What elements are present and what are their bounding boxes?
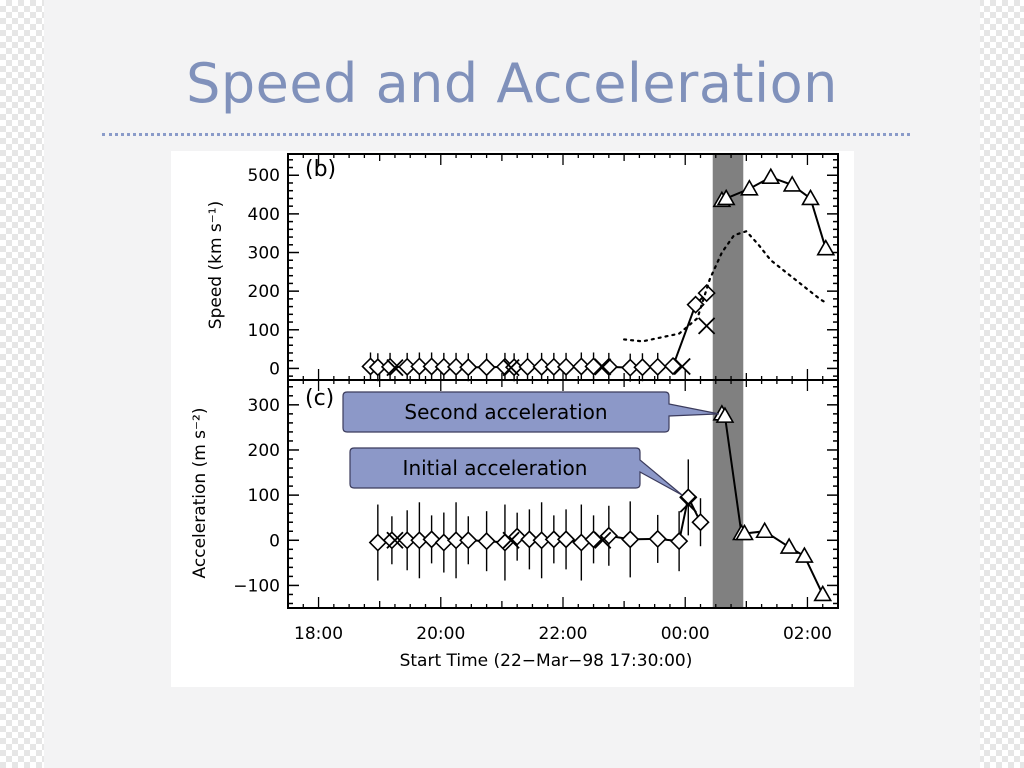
panel-label-c: (c): [305, 386, 334, 411]
y-tick-label: 200: [248, 282, 280, 302]
speed-series-dotted-line: [623, 230, 827, 343]
cross-marker: [502, 359, 520, 377]
diamond-marker: [459, 358, 478, 377]
cross-marker: [673, 357, 691, 376]
diamond-marker: [520, 530, 539, 549]
diamond-marker: [410, 357, 429, 376]
callout-label: Second acceleration: [404, 400, 607, 424]
cross-marker: [697, 317, 716, 335]
diamond-marker: [584, 357, 603, 376]
diamond-marker: [508, 527, 527, 546]
title-divider: [102, 133, 910, 136]
triangle-marker: [813, 584, 833, 602]
y-tick-label: 300: [248, 244, 280, 264]
speed-panel-data: [361, 167, 836, 382]
diamond-marker: [434, 357, 453, 376]
callouts-layer: Second acceleration Initial acceleration: [342, 391, 719, 496]
callout-initial-acceleration: Initial acceleration: [349, 447, 683, 496]
diamond-marker: [459, 531, 478, 550]
diamond-marker: [532, 357, 551, 376]
panel-label-b: (b): [305, 157, 336, 182]
triangle-marker: [779, 537, 799, 554]
callout-second-acceleration: Second acceleration: [342, 391, 719, 433]
callout-label: Initial acceleration: [403, 456, 588, 480]
diamond-marker: [572, 357, 591, 376]
diamond-marker: [398, 357, 417, 376]
data-series-layer: [361, 167, 836, 602]
axis-frame-layer: [287, 153, 839, 609]
cross-marker: [386, 359, 404, 377]
x-tick-label: 18:00: [294, 624, 343, 644]
diamond-marker: [518, 357, 537, 376]
triangle-marker: [735, 523, 754, 541]
diamond-marker: [446, 357, 466, 376]
y-tick-label: 100: [248, 321, 280, 341]
diamond-marker: [621, 530, 640, 549]
x-tick-label: 22:00: [539, 624, 588, 644]
diamond-marker: [621, 358, 640, 377]
y-tick-label: 0: [269, 359, 280, 379]
acceleration-panel-data: [368, 404, 833, 602]
triangle-marker: [761, 167, 781, 184]
triangle-marker: [816, 239, 836, 256]
diamond-marker: [382, 531, 402, 550]
diamond-marker: [368, 533, 387, 552]
speed-acceleration-chart: 0 100 200 300 400 500 −100 0 100 200 300 18:00 20:00…: [171, 151, 854, 687]
triangle-marker: [740, 179, 759, 196]
diamond-marker: [446, 531, 466, 550]
slide-title: Speed and Acceleration: [186, 52, 838, 115]
diamond-marker: [691, 513, 710, 532]
callout-shape: [342, 391, 719, 433]
speed-axis-label: Speed (km s⁻¹): [206, 201, 226, 329]
cross-marker: [386, 531, 404, 549]
diamond-marker: [380, 357, 400, 376]
diamond-marker: [422, 357, 441, 376]
diamond-marker: [556, 357, 576, 376]
diamond-marker: [556, 530, 576, 549]
triangle-marker: [782, 175, 802, 192]
diamond-marker: [669, 532, 689, 551]
x-tick-label: 02:00: [783, 624, 832, 644]
diamond-marker: [599, 526, 618, 545]
y-tick-label: −100: [233, 576, 280, 596]
diamond-marker: [648, 357, 667, 376]
tick-labels-layer: 0 100 200 300 400 500 −100 0 100 200 300 18:00 20:00…: [233, 166, 832, 644]
diamond-marker: [368, 358, 387, 377]
triangle-marker: [801, 188, 820, 206]
triangle-marker: [716, 188, 736, 206]
y-tick-label: 500: [248, 166, 280, 186]
diamond-marker: [599, 357, 618, 376]
y-tick-label: 100: [248, 486, 280, 506]
diamond-marker: [686, 295, 705, 314]
axes-frame-speed: [287, 153, 839, 381]
acceleration-axis-label: Acceleration (m s⁻²): [190, 408, 210, 579]
x-tick-label: 00:00: [661, 624, 710, 644]
triangle-marker: [715, 406, 735, 423]
diamond-marker: [648, 529, 667, 549]
callout-shape: [349, 447, 683, 496]
x-tick-label: 20:00: [416, 624, 465, 644]
y-tick-label: 300: [248, 396, 280, 416]
x-axis-label: Start Time (22−Mar−98 17:30:00): [400, 651, 693, 671]
cross-marker: [594, 358, 612, 376]
diamond-marker: [544, 530, 563, 549]
diamond-marker: [477, 358, 496, 377]
speed-series-diamond-line: [370, 292, 708, 369]
y-tick-label: 400: [248, 205, 280, 225]
triangle-marker: [795, 546, 814, 563]
diamond-marker: [633, 358, 652, 377]
cross-marker: [679, 495, 697, 513]
diamond-marker: [544, 357, 563, 376]
cross-marker: [502, 531, 520, 549]
diamond-marker: [697, 283, 716, 303]
diamond-marker: [398, 531, 417, 550]
diamond-marker: [477, 532, 496, 551]
y-tick-label: 0: [269, 531, 280, 551]
y-tick-label: 200: [248, 441, 280, 461]
axes-frame-acceleration: [287, 379, 839, 609]
triangle-marker: [755, 521, 775, 539]
cross-marker: [594, 531, 612, 549]
diamond-marker: [663, 356, 683, 376]
